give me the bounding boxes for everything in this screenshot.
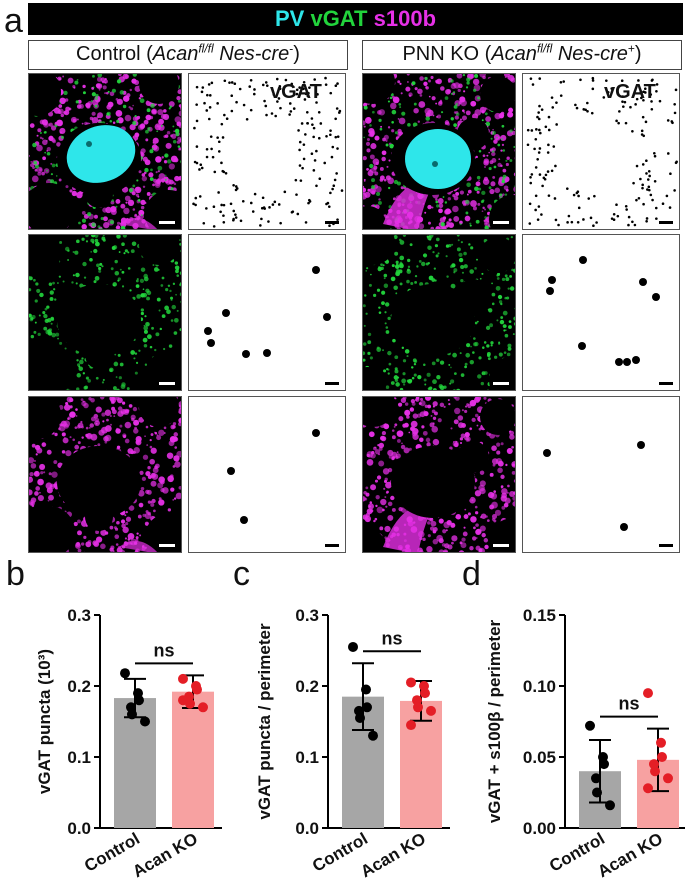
y-tick-label: 0.10 (523, 677, 556, 696)
tile-ctrl-map-merge (188, 73, 346, 230)
y-axis-label: vGAT puncta (10³) (35, 649, 54, 794)
legend-vgat: vGAT (310, 6, 368, 31)
tile-ko-map-merge (522, 73, 680, 230)
data-point (643, 688, 653, 699)
data-point (348, 641, 358, 652)
data-point (599, 759, 609, 770)
tile-ctrl-map-s100b (188, 396, 346, 553)
tile-ctrl-merge-vgat (28, 234, 182, 391)
data-point (362, 702, 372, 713)
y-tick-label: 0.00 (523, 819, 556, 838)
y-tick-label: 0.2 (295, 677, 319, 696)
y-tick-label: 0.15 (523, 606, 556, 625)
data-point (413, 702, 423, 713)
y-tick-label: 0.3 (67, 606, 91, 625)
scale-bar (659, 221, 673, 224)
data-point (192, 684, 202, 695)
x-tick-label: Acan KO (129, 829, 201, 881)
data-point (178, 673, 188, 684)
data-point (605, 800, 615, 811)
data-point (643, 783, 653, 794)
data-point (355, 712, 365, 723)
y-axis-label: vGAT puncta / perimeter (255, 623, 274, 820)
scale-bar (493, 382, 509, 385)
data-point (663, 773, 673, 784)
vgat-tile-label-ctrl: vGAT (270, 81, 322, 103)
data-point (585, 720, 595, 731)
significance-label: ns (618, 694, 639, 714)
data-point (420, 688, 430, 699)
scale-bar (493, 544, 509, 547)
significance-label: ns (153, 640, 174, 660)
panel-letter-a: a (4, 2, 23, 40)
y-tick-label: 0.05 (523, 748, 556, 767)
y-tick-label: 0.0 (295, 819, 319, 838)
significance-label: ns (381, 628, 402, 648)
scale-bar (325, 382, 339, 385)
data-point (368, 730, 378, 741)
vgat-tile-label-ko: vGAT (604, 81, 656, 103)
data-point (140, 716, 150, 727)
panel-letter-d: d (462, 555, 481, 593)
panel-letter-b: b (6, 555, 25, 593)
tile-ko-merge-vgat (362, 234, 516, 391)
scale-bar (159, 544, 175, 547)
ko-group-header: PNN KO (Acanfl/fl Nes-cre+) (362, 40, 682, 70)
data-point (591, 773, 601, 784)
data-point (120, 668, 130, 679)
scale-bar (159, 382, 175, 385)
x-tick-label: Acan KO (594, 829, 666, 881)
tile-ctrl-merge-s100b (28, 396, 182, 553)
y-tick-label: 0.3 (295, 606, 319, 625)
data-point (361, 684, 371, 695)
data-point (198, 702, 208, 713)
scale-bar (325, 221, 339, 224)
tile-ctrl-map-vgat (188, 234, 346, 391)
tile-ko-map-s100b (522, 396, 680, 553)
data-point (406, 720, 416, 731)
data-point (127, 709, 137, 720)
y-tick-label: 0.2 (67, 677, 91, 696)
tile-ko-merge-merge (362, 73, 516, 230)
scale-bar (325, 544, 339, 547)
panel-letter-c: c (233, 555, 250, 593)
channel-legend-banner: PV vGAT s100b (28, 3, 683, 35)
scale-bar (659, 382, 673, 385)
data-point (178, 695, 188, 706)
tile-ctrl-merge-merge (28, 73, 182, 230)
data-point (134, 695, 144, 706)
control-group-header: Control (Acanfl/fl Nes-cre-) (28, 40, 348, 70)
data-point (657, 752, 667, 762)
scale-bar (659, 544, 673, 547)
x-tick-label: Acan KO (357, 829, 429, 881)
data-point (426, 705, 436, 716)
data-point (592, 787, 602, 798)
bar-acan-ko (172, 691, 214, 828)
data-point (406, 677, 416, 688)
y-tick-label: 0.1 (295, 748, 319, 767)
data-point (650, 766, 660, 777)
y-tick-label: 0.1 (67, 748, 91, 767)
tile-ko-map-vgat (522, 234, 680, 391)
tile-ko-merge-s100b (362, 396, 516, 553)
legend-s100b: s100b (373, 6, 437, 31)
scale-bar (159, 221, 175, 224)
scale-bar (493, 221, 509, 224)
y-axis-label: vGAT + s100β / perimeter (485, 619, 504, 823)
legend-pv: PV (274, 6, 305, 31)
y-tick-label: 0.0 (67, 819, 91, 838)
data-point (656, 737, 666, 748)
